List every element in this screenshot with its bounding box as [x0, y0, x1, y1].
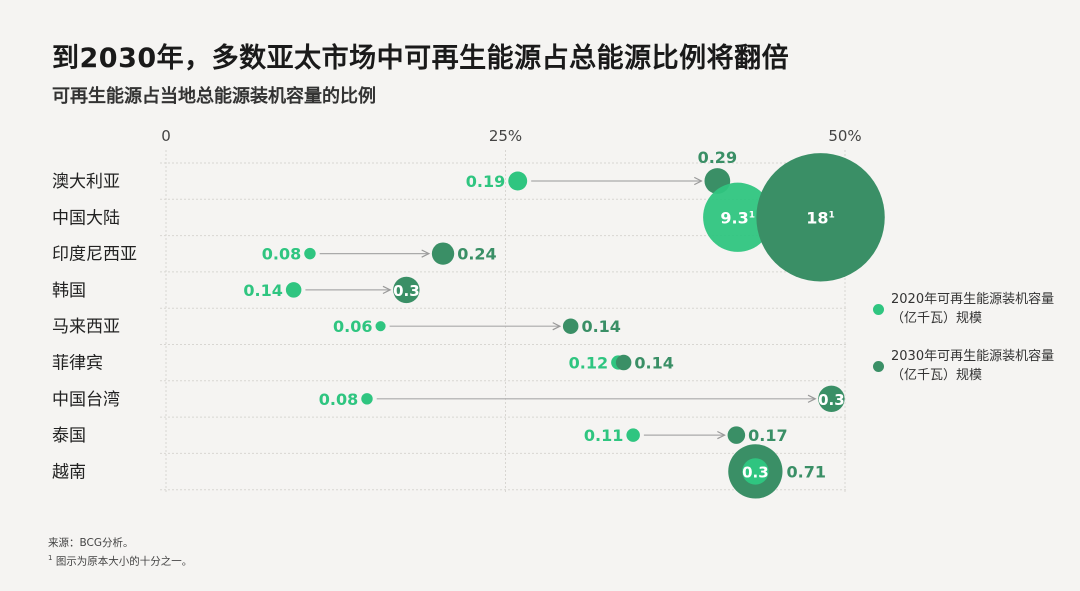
bubble-2020: [508, 171, 528, 191]
bubble-2020: [742, 458, 769, 485]
value-label-2030: 0.3: [818, 391, 845, 409]
x-tick-label: 0: [161, 127, 171, 145]
value-label-2020: 0.06: [333, 317, 372, 336]
category-label: 澳大利亚: [52, 172, 120, 192]
legend-label-2030: 2030年可再生能源装机容量（亿千瓦）规模: [891, 349, 1055, 383]
value-label-2030: 0.14: [581, 317, 620, 336]
category-label: 菲律宾: [52, 354, 103, 374]
footnote-mark: 1: [829, 210, 835, 220]
bubble-2020: [304, 247, 316, 260]
value-label-2020: 9.31: [720, 208, 755, 227]
category-label: 泰国: [52, 426, 86, 446]
legend-item-2020: 2020年可再生能源装机容量（亿千瓦）规模: [873, 290, 1061, 328]
bubble-2020: [285, 282, 302, 298]
legend-marker-2020: [873, 304, 884, 315]
bubble-2030: [818, 385, 845, 412]
category-label: 印度尼西亚: [52, 245, 137, 265]
value-label-2030: 0.29: [698, 148, 737, 167]
value-label-2030: 0.71: [787, 462, 826, 481]
value-label-2020: 0.3: [742, 463, 769, 481]
x-tick-label: 25%: [489, 127, 522, 145]
bubble-2020: [626, 428, 640, 442]
chart-subtitle: 可再生能源占当地总能源装机容量的比例: [52, 86, 376, 107]
legend-marker-2030: [873, 361, 884, 372]
value-label-2020: 0.08: [262, 245, 301, 264]
legend-label-2020: 2020年可再生能源装机容量（亿千瓦）规模: [891, 292, 1055, 326]
bubble-2030: [393, 276, 420, 304]
value-label-2020: 0.11: [584, 426, 623, 445]
footnote-text: 图示为原本大小的十分之一。: [55, 555, 193, 568]
chart-title: 到2030年，多数亚太市场中可再生能源占总能源比例将翻倍: [52, 43, 790, 74]
value-label-2030: 0.17: [748, 426, 787, 445]
bubble-2030: [727, 426, 746, 444]
bubble-2030: [615, 354, 632, 371]
category-label: 马来西亚: [52, 317, 120, 337]
x-tick-label: 50%: [828, 127, 861, 145]
bubble-2030: [756, 153, 885, 282]
footnote-mark: 1: [749, 210, 755, 220]
value-label-2020: 0.14: [243, 281, 282, 300]
bubble-2020: [375, 321, 386, 332]
bubble-2020: [361, 393, 373, 405]
value-label-2030: 0.24: [457, 245, 496, 264]
source-note: 来源：BCG分析。: [48, 537, 134, 549]
value-label-2030: 0.3: [393, 282, 420, 300]
category-label: 越南: [52, 462, 86, 482]
value-label-2030: 0.14: [634, 354, 673, 373]
category-label: 中国大陆: [52, 208, 120, 228]
value-label-2020: 0.08: [319, 390, 358, 409]
value-label-2020: 0.12: [569, 354, 608, 373]
legend-item-2030: 2030年可再生能源装机容量（亿千瓦）规模: [873, 347, 1061, 385]
bubble-2030: [562, 318, 579, 334]
footer: 来源：BCG分析。 1 图示为原本大小的十分之一。: [48, 536, 192, 570]
category-label: 中国台湾: [52, 390, 120, 410]
value-label-2020: 0.19: [466, 172, 505, 191]
value-label-2030: 181: [806, 208, 835, 227]
footnote-mark: 1: [48, 554, 53, 562]
bubble-2020: [703, 182, 773, 252]
category-label: 韩国: [52, 281, 86, 301]
bubble-2030: [431, 242, 455, 265]
footnote: 1 图示为原本大小的十分之一。: [48, 551, 192, 570]
